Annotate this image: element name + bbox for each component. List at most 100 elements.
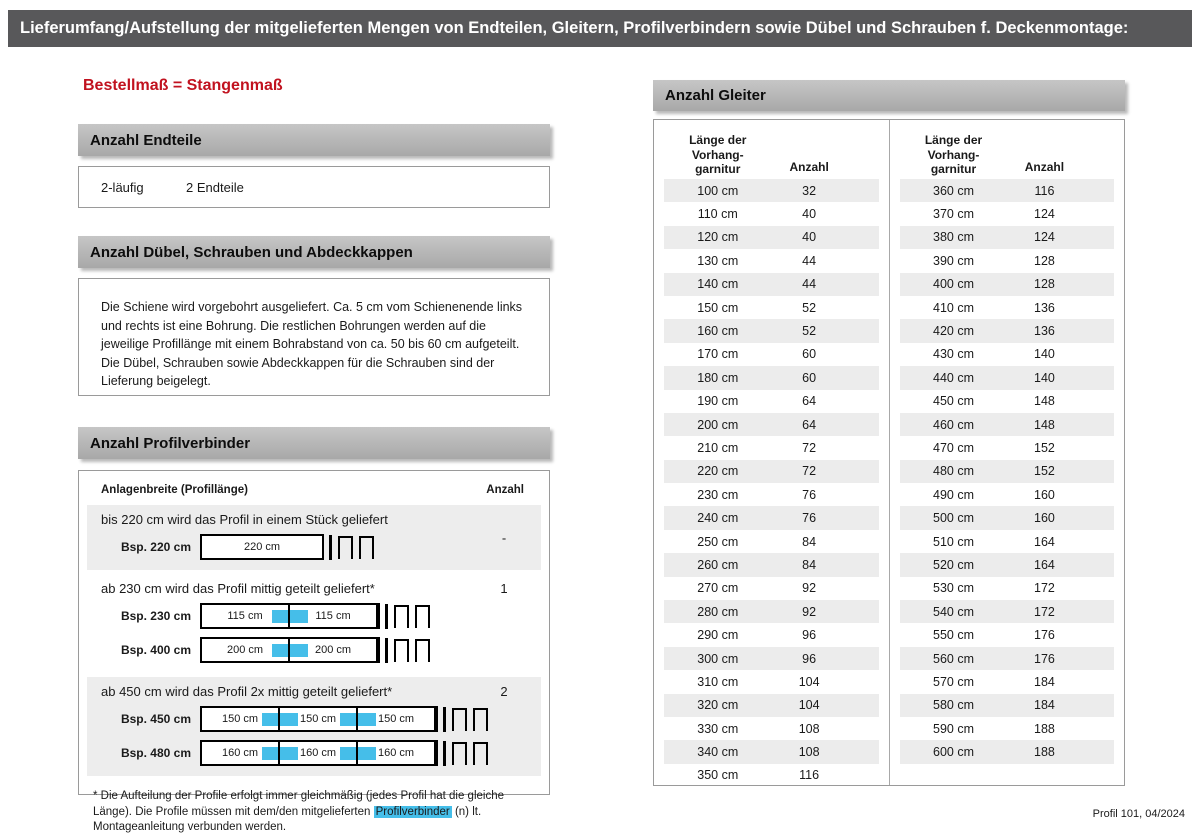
order-measure-note: Bestellmaß = Stangenmaß (83, 77, 283, 94)
example-length-label: Bsp. 400 cm (120, 643, 191, 657)
gleiter-row: 440 cm 140 (900, 366, 1114, 390)
col-laenge-vorhanggarnitur: Länge der Vorhang-garnitur (924, 133, 983, 176)
profile-example-diagram: Bsp. 220 cm 220 cm (87, 533, 541, 561)
profilverbinder-count: 1 (500, 581, 508, 596)
endteile-row: 2-läufig 2 Endteile (79, 167, 549, 207)
gleiter-row: 420 cm 136 (900, 319, 1114, 343)
gleiter-length: 330 cm (697, 721, 739, 736)
gleiter-count: 108 (798, 721, 820, 736)
gleiter-length: 240 cm (697, 511, 739, 526)
gleiter-length: 480 cm (933, 464, 974, 479)
gleiter-length: 500 cm (933, 511, 974, 526)
section-header-endteile: Anzahl Endteile (78, 124, 550, 156)
gleiter-length: 170 cm (697, 347, 739, 362)
bracket-icon (394, 604, 409, 628)
profile-segment: 115 cm (290, 605, 378, 627)
gleiter-length: 370 cm (933, 207, 974, 222)
gleiter-count: 124 (1034, 207, 1055, 222)
gleiter-count: 184 (1034, 698, 1055, 713)
gleiter-length: 400 cm (933, 277, 974, 292)
gleiter-count: 172 (1034, 604, 1055, 619)
profilverbinder-rows: bis 220 cm wird das Profil in einem Stüc… (79, 505, 549, 776)
gleiter-count: 44 (802, 277, 817, 292)
gleiter-row: 250 cm 84 (664, 530, 879, 553)
gleiter-length: 210 cm (697, 440, 739, 455)
gleiter-subtable-right: Länge der Vorhang-garnitur Anzahl 360 cm 116… (889, 120, 1124, 785)
bracket-icon (473, 707, 488, 731)
gleiter-count: 92 (802, 581, 817, 596)
gleiter-count: 184 (1034, 674, 1055, 689)
gleiter-length: 440 cm (933, 370, 974, 385)
profile-segment: 150 cm (280, 708, 358, 730)
gleiter-count: 164 (1034, 557, 1055, 572)
gleiter-count: 164 (1034, 534, 1055, 549)
profilverbinder-footnote: * Die Aufteilung der Profile erfolgt imm… (79, 780, 549, 836)
gleiter-count: 104 (798, 674, 820, 689)
gleiter-count: 32 (802, 183, 817, 198)
gleiter-length: 580 cm (933, 698, 974, 713)
gleiter-row: 490 cm 160 (900, 483, 1114, 506)
gleiter-length: 110 cm (697, 207, 738, 222)
gleiter-row: 550 cm 176 (900, 623, 1114, 646)
gleiter-row: 400 cm 128 (900, 272, 1114, 296)
profile-segment: 160 cm (358, 742, 436, 764)
gleiter-row: 110 cm 40 (664, 202, 879, 225)
gleiter-length: 200 cm (697, 417, 739, 432)
gleiter-length: 260 cm (697, 557, 739, 572)
gleiter-count: 92 (802, 604, 817, 619)
gleiter-row: 370 cm 124 (900, 202, 1114, 225)
gleiter-row: 570 cm 184 (900, 670, 1114, 693)
gleiter-count: 188 (1034, 745, 1055, 760)
gleiter-row: 100 cm 32 (664, 179, 879, 203)
section-header-gleiter-label: Anzahl Gleiter (665, 87, 766, 104)
profile-segment: 160 cm (202, 742, 280, 764)
gleiter-row: 520 cm 164 (900, 553, 1114, 577)
gleiter-length: 470 cm (933, 440, 974, 455)
gleiter-row: 280 cm 92 (664, 600, 879, 624)
gleiter-row: 450 cm 148 (900, 390, 1114, 413)
end-piece-icons (443, 740, 494, 766)
gleiter-length: 290 cm (697, 628, 739, 643)
gleiter-length: 410 cm (933, 300, 974, 315)
end-cap-icon (385, 603, 388, 629)
gleiter-length: 550 cm (933, 628, 974, 643)
profile-segment: 160 cm (280, 742, 358, 764)
gleiter-length: 530 cm (933, 581, 974, 596)
gleiter-count: 152 (1034, 440, 1055, 455)
profile-example-diagram: Bsp. 480 cm 160 cm 160 cm 160 cm (87, 739, 541, 767)
gleiter-length: 510 cm (933, 534, 974, 549)
gleiter-length: 420 cm (933, 324, 974, 339)
example-length-label: Bsp. 220 cm (120, 540, 191, 554)
profilverbinder-count: - (501, 530, 507, 545)
end-cap-icon (443, 740, 446, 766)
gleiter-length: 100 cm (697, 183, 739, 198)
profile-segment: 200 cm (202, 639, 290, 661)
gleiter-row: 120 cm 40 (664, 225, 879, 250)
gleiter-length: 230 cm (697, 487, 739, 502)
gleiter-row: 230 cm 76 (664, 483, 879, 506)
gleiter-row: 480 cm 152 (900, 459, 1114, 484)
profilverbinder-row: bis 220 cm wird das Profil in einem Stüc… (87, 505, 541, 570)
footnote-text: * Die Aufteilung der Profile erfolgt imm… (93, 790, 505, 818)
bracket-icon (452, 741, 467, 765)
gleiter-count: 104 (798, 698, 820, 713)
profilverbinder-connector (262, 712, 298, 726)
profilverbinder-connector (340, 746, 376, 760)
gleiter-row: 180 cm 60 (664, 366, 879, 390)
gleiter-row: 580 cm 184 (900, 693, 1114, 717)
gleiter-count: 64 (802, 417, 817, 432)
gleiter-row: 430 cm 140 (900, 343, 1114, 366)
gleiter-count: 40 (802, 230, 817, 245)
gleiter-row: 170 cm 60 (664, 343, 879, 366)
duebel-description: Die Schiene wird vorgebohrt ausgeliefert… (101, 300, 523, 389)
end-cap-icon (385, 637, 388, 663)
gleiter-length: 390 cm (933, 253, 974, 268)
gleiter-count: 160 (1034, 511, 1055, 526)
gleiter-row: 290 cm 96 (664, 623, 879, 646)
gleiter-row: 340 cm 108 (664, 740, 879, 764)
duebel-box: Die Schiene wird vorgebohrt ausgeliefert… (78, 278, 550, 396)
bracket-icon (473, 741, 488, 765)
section-header-profilverbinder-label: Anzahl Profilverbinder (90, 434, 251, 452)
col-anlagenbreite: Anlagenbreite (Profillänge) (101, 484, 248, 496)
gleiter-row: 130 cm 44 (664, 249, 879, 272)
